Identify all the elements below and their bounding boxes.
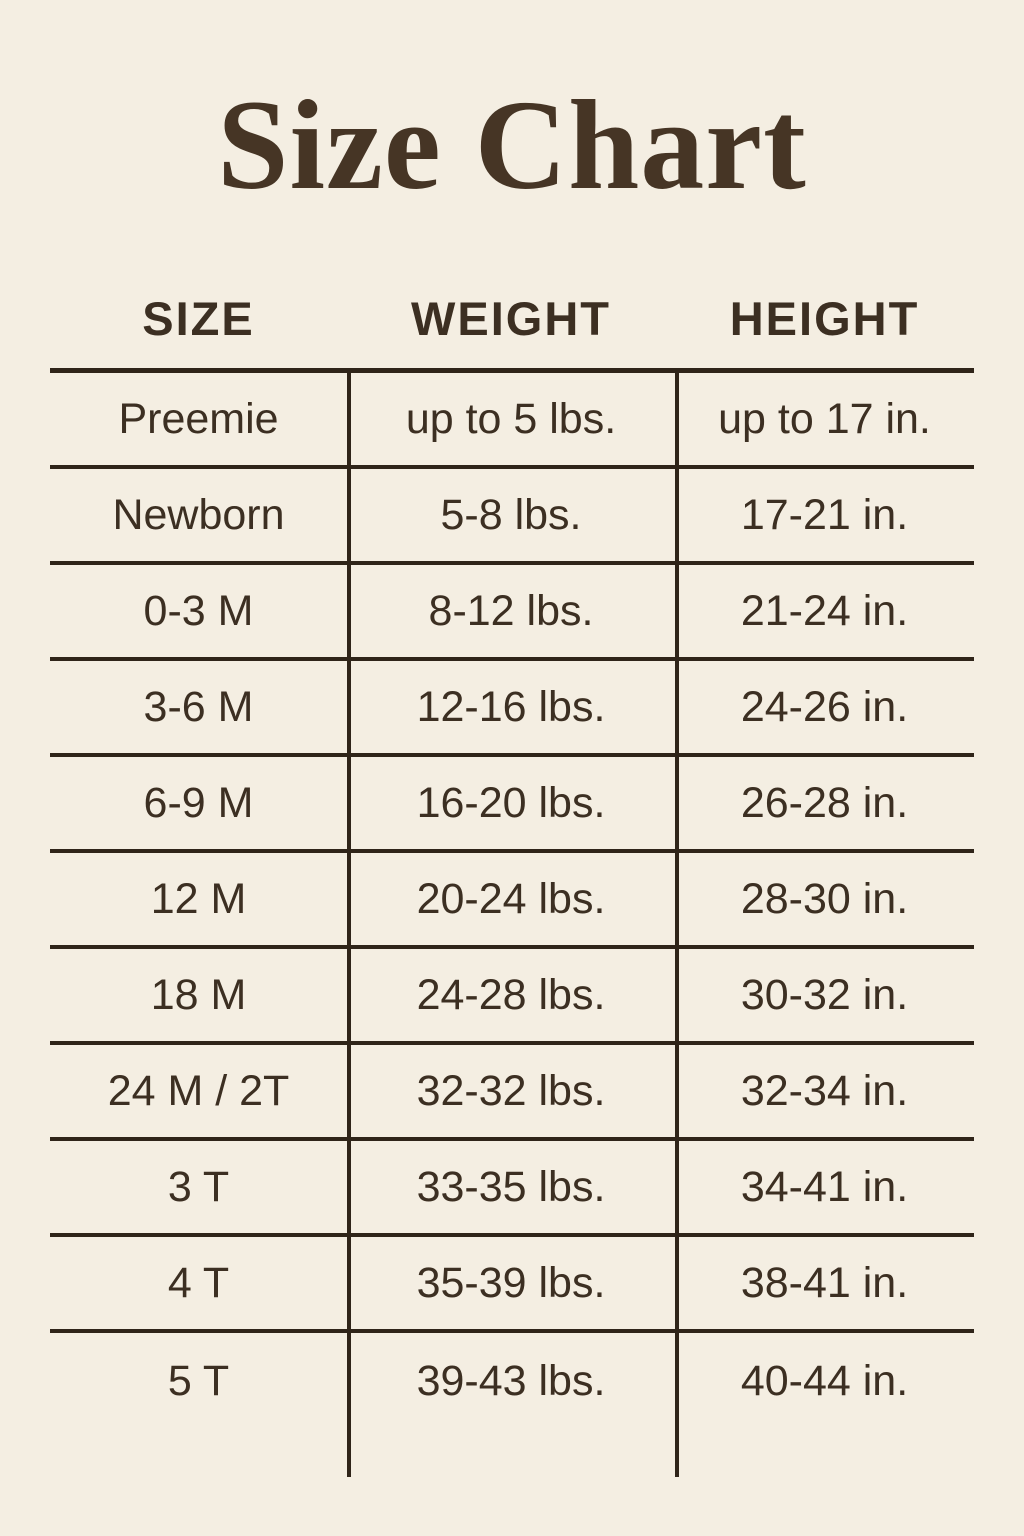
column-header-size: SIZE (142, 291, 255, 345)
cell-height: 38-41 in. (740, 1258, 909, 1307)
table-row: 12 M 20-24 lbs. 28-30 in. (50, 853, 974, 949)
table-row: 5 T 39-43 lbs. 40-44 in. (50, 1333, 974, 1429)
table-row: 0-3 M 8-12 lbs. 21-24 in. (50, 565, 974, 661)
cell-size: 3-6 M (143, 682, 254, 731)
cell-weight: 5-8 lbs. (440, 490, 582, 539)
cell-size: Newborn (112, 490, 285, 539)
cell-weight: 24-28 lbs. (416, 970, 606, 1019)
table-row: 24 M / 2T 32-32 lbs. 32-34 in. (50, 1045, 974, 1141)
column-divider-1 (347, 373, 351, 1477)
table-row: 18 M 24-28 lbs. 30-32 in. (50, 949, 974, 1045)
cell-height: 17-21 in. (740, 490, 909, 539)
cell-weight: up to 5 lbs. (405, 394, 617, 443)
page-title: Size Chart (217, 74, 807, 216)
cell-size: 6-9 M (143, 778, 254, 827)
cell-height: 28-30 in. (740, 874, 909, 923)
cell-weight: 20-24 lbs. (416, 874, 606, 923)
table-body: Preemie up to 5 lbs. up to 17 in. Newbor… (50, 368, 974, 1477)
cell-weight: 8-12 lbs. (428, 586, 594, 635)
table-row: Preemie up to 5 lbs. up to 17 in. (50, 373, 974, 469)
column-header-height: HEIGHT (729, 291, 920, 345)
cell-size: 5 T (167, 1356, 230, 1405)
cell-height: 34-41 in. (740, 1162, 909, 1211)
cell-size: 18 M (150, 970, 247, 1019)
cell-height: 32-34 in. (740, 1066, 909, 1115)
cell-weight: 32-32 lbs. (416, 1066, 606, 1115)
table-row: 6-9 M 16-20 lbs. 26-28 in. (50, 757, 974, 853)
cell-height: up to 17 in. (718, 394, 931, 443)
cell-size: Preemie (118, 394, 279, 443)
cell-weight: 12-16 lbs. (416, 682, 606, 731)
table-header-row: SIZE WEIGHT HEIGHT (50, 268, 974, 368)
size-chart-table: SIZE WEIGHT HEIGHT Preemie up to 5 lbs. … (50, 268, 974, 1477)
cell-height: 40-44 in. (740, 1356, 909, 1405)
cell-size: 3 T (167, 1162, 230, 1211)
table-row: 3 T 33-35 lbs. 34-41 in. (50, 1141, 974, 1237)
cell-size: 12 M (150, 874, 247, 923)
cell-height: 26-28 in. (740, 778, 909, 827)
cell-height: 21-24 in. (740, 586, 909, 635)
cell-weight: 16-20 lbs. (416, 778, 606, 827)
table-row: 3-6 M 12-16 lbs. 24-26 in. (50, 661, 974, 757)
column-divider-2 (675, 373, 679, 1477)
column-header-weight: WEIGHT (411, 291, 611, 345)
cell-size: 4 T (167, 1258, 230, 1307)
cell-weight: 35-39 lbs. (416, 1258, 606, 1307)
cell-weight: 39-43 lbs. (416, 1356, 606, 1405)
cell-size: 24 M / 2T (107, 1066, 290, 1115)
cell-height: 30-32 in. (740, 970, 909, 1019)
cell-weight: 33-35 lbs. (416, 1162, 606, 1211)
table-row: Newborn 5-8 lbs. 17-21 in. (50, 469, 974, 565)
table-row: 4 T 35-39 lbs. 38-41 in. (50, 1237, 974, 1333)
cell-size: 0-3 M (143, 586, 254, 635)
cell-height: 24-26 in. (740, 682, 909, 731)
